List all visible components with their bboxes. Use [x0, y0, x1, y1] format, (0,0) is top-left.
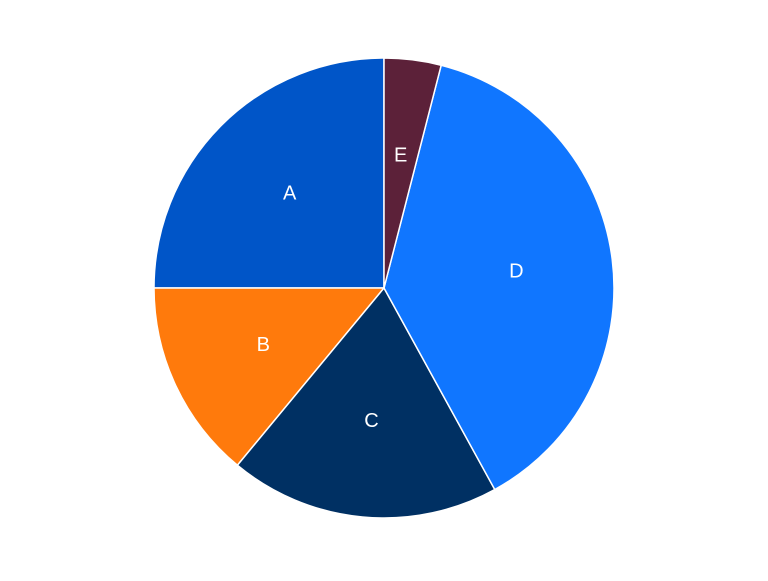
labels-group: A B C D E: [257, 145, 524, 432]
pie-slice-b: [153, 287, 386, 467]
slice-label-d: D: [509, 260, 523, 282]
slice-label-e: E: [394, 145, 407, 167]
pie-slice-c: [236, 286, 496, 519]
pie-slice-a: [153, 57, 385, 289]
slice-label-b: B: [257, 334, 270, 356]
pie-slice-e: [383, 57, 443, 289]
slices-group: [153, 57, 615, 519]
slice-label-c: C: [364, 410, 378, 432]
pie-slice-d: [383, 64, 615, 491]
slice-label-a: A: [283, 183, 297, 205]
